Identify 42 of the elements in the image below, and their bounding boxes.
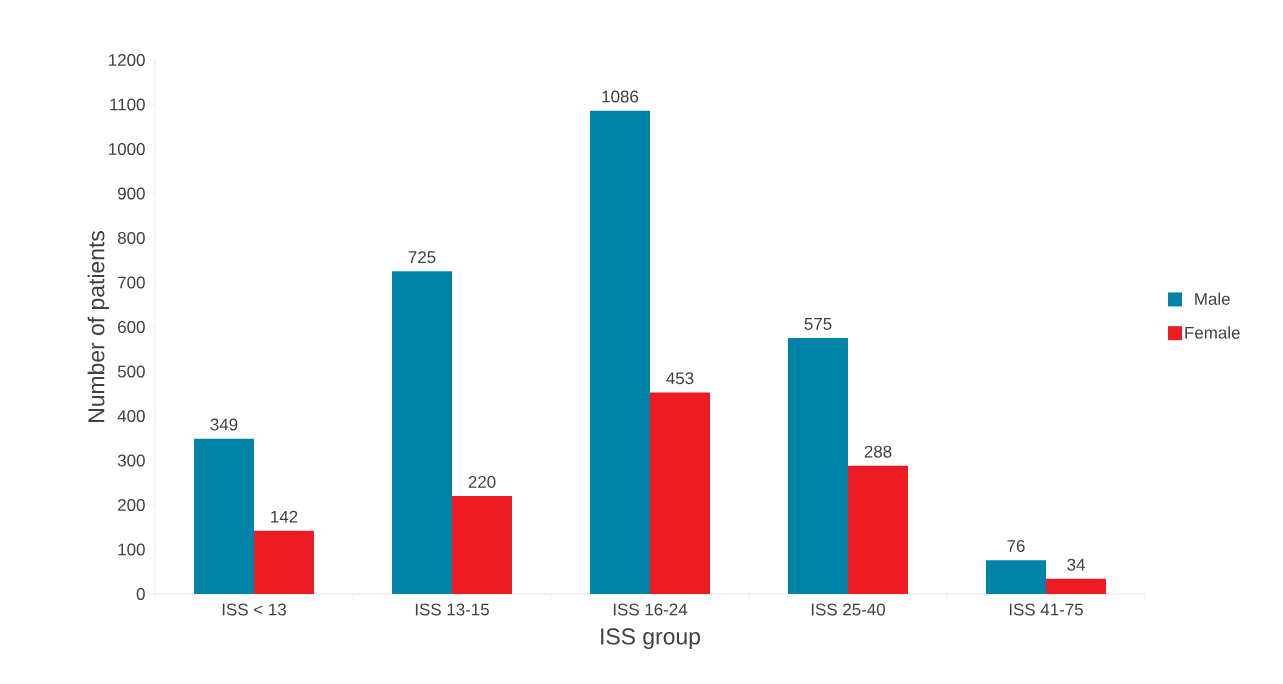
- bar: [788, 338, 848, 594]
- y-tick-label: 0: [136, 588, 145, 600]
- bar: [590, 110, 650, 594]
- data-label: 725: [408, 251, 436, 264]
- x-tick-label: ISS 41-75: [1009, 603, 1083, 616]
- data-label: 76: [1007, 539, 1025, 552]
- y-tick-label: 1200: [109, 54, 145, 66]
- data-label: 349: [210, 418, 238, 431]
- y-tick-label: 1000: [109, 143, 145, 155]
- y-tick-label: 1100: [110, 98, 145, 111]
- y-tick-label: 500: [117, 365, 145, 378]
- bar: [254, 530, 314, 594]
- x-axis-title: ISS group: [601, 628, 700, 650]
- y-axis-title: Number of patients: [87, 231, 109, 422]
- x-tick-label: ISS 25-40: [811, 603, 885, 616]
- legend-label: Female: [1185, 326, 1240, 339]
- y-tick-label: 900: [118, 187, 145, 200]
- bar: [848, 465, 909, 594]
- data-label: 220: [468, 475, 496, 488]
- y-tick-label: 200: [118, 499, 145, 511]
- data-label: 288: [864, 445, 892, 458]
- y-tick-label: 700: [118, 276, 145, 289]
- data-label: 1086: [602, 90, 639, 103]
- bar: [986, 560, 1047, 594]
- y-tick-label: 400: [117, 410, 145, 422]
- x-tick-label: ISS 16-24: [613, 603, 688, 616]
- y-tick-label: 600: [118, 321, 145, 333]
- bar: [452, 496, 512, 594]
- bar: [392, 271, 452, 594]
- bar: [194, 438, 254, 594]
- y-tick-label: 300: [117, 454, 145, 467]
- y-tick-label: 800: [117, 232, 145, 244]
- data-label: 575: [804, 318, 832, 330]
- legend-label: Male: [1195, 292, 1230, 305]
- bar: [650, 392, 710, 594]
- x-tick-label: ISS 13-15: [415, 603, 489, 616]
- y-tick-label: 100: [118, 543, 145, 556]
- data-label: 453: [666, 372, 694, 385]
- bar: [1046, 578, 1107, 594]
- data-label: 142: [271, 510, 298, 523]
- data-label: 34: [1067, 558, 1085, 571]
- x-tick-label: ISS < 13: [222, 603, 286, 616]
